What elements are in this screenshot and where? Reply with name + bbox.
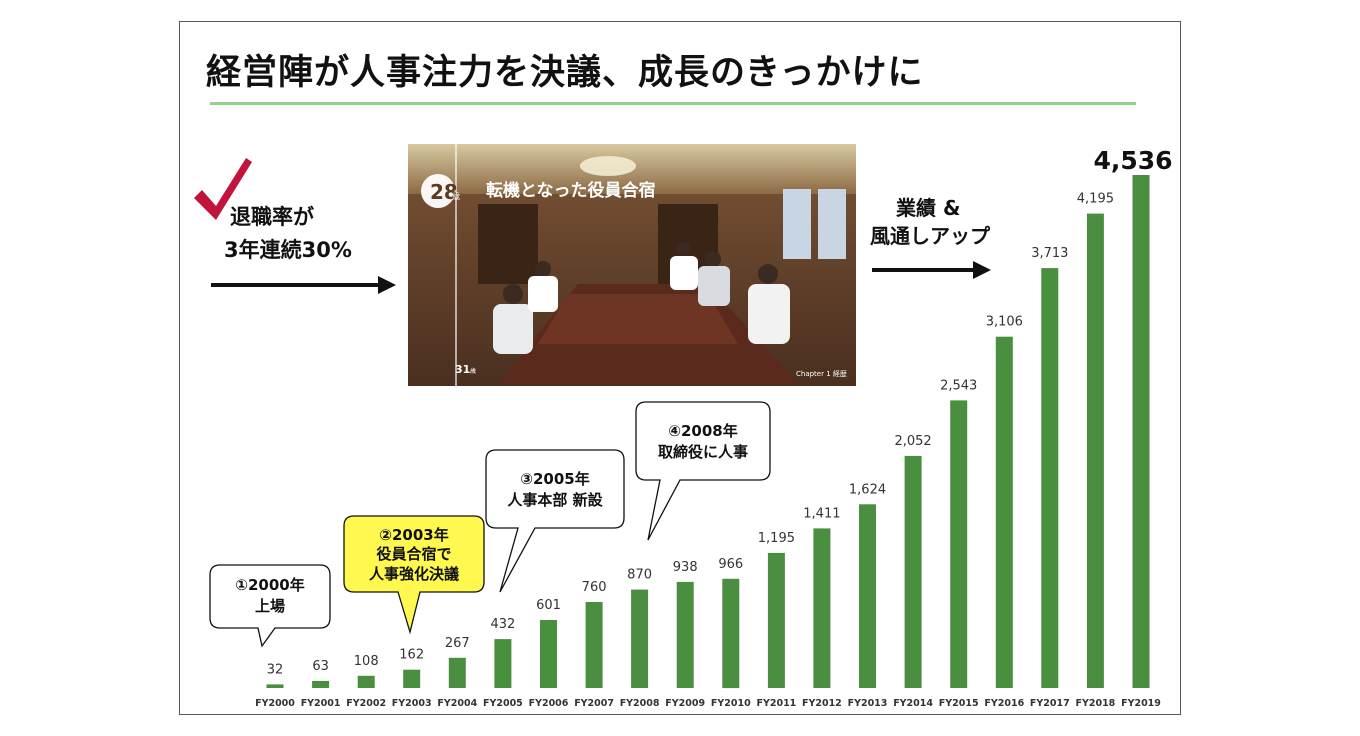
bar-FY2017	[1041, 268, 1059, 688]
callout-2003: ②2003年 役員合宿で 人事強化決議	[343, 515, 485, 635]
photo-badge-suffix: 歳	[452, 191, 460, 201]
bar-FY2006	[540, 620, 557, 688]
value-label-FY2005: 432	[490, 617, 515, 632]
tick-label-FY2007: FY2007	[574, 698, 614, 709]
callout-2000: ①2000年 上場	[209, 564, 331, 648]
tick-label-FY2015: FY2015	[939, 698, 979, 709]
left-note-line1: 退職率が	[230, 205, 314, 229]
callout-2000-line1: ①2000年	[235, 576, 304, 594]
tick-label-FY2001: FY2001	[301, 698, 341, 709]
callout-2003-line1: ②2003年	[379, 526, 448, 544]
bar-FY2002	[357, 675, 375, 688]
value-label-FY2002: 108	[354, 654, 379, 669]
value-label-FY2014: 2,052	[894, 434, 931, 449]
value-label-FY2004: 267	[445, 636, 470, 651]
bar-FY2012	[813, 528, 831, 688]
value-label-FY2007: 760	[582, 580, 607, 595]
callout-2008: ④2008年 取締役に人事	[635, 401, 771, 541]
tick-label-FY2013: FY2013	[848, 698, 888, 709]
left-note-line2: 3年連続30%	[224, 238, 352, 262]
photo-badge-number: 28	[430, 180, 458, 204]
bar-FY2016	[995, 336, 1013, 688]
bar-FY2013	[859, 504, 876, 688]
checkmark-icon	[194, 158, 252, 220]
value-label-FY2012: 1,411	[803, 506, 840, 521]
title-underline	[210, 102, 1136, 105]
value-label-FY2010: 966	[718, 557, 743, 572]
callout-2003-line2: 役員合宿で	[376, 545, 451, 563]
right-note-line2: 風通しアップ	[870, 224, 991, 248]
value-label-FY2001: 63	[312, 659, 329, 674]
photo-side-suffix: 歳	[470, 367, 476, 375]
tick-label-FY2005: FY2005	[483, 698, 523, 709]
bar-FY2019	[1132, 175, 1150, 688]
value-label-FY2016: 3,106	[986, 315, 1023, 330]
value-label-FY2011: 1,195	[758, 531, 795, 546]
callout-2000-line2: 上場	[255, 597, 285, 615]
slide-title: 経営陣が人事注力を決議、成長のきっかけに	[206, 53, 924, 93]
bar-FY2010	[722, 578, 740, 689]
tick-label-FY2000: FY2000	[255, 698, 295, 709]
tick-label-FY2017: FY2017	[1030, 698, 1070, 709]
value-label-FY2017: 3,713	[1031, 246, 1068, 261]
bar-FY2007	[585, 602, 603, 688]
value-label-FY2018: 4,195	[1077, 192, 1114, 207]
left-arrow-head-icon	[378, 276, 396, 294]
bar-FY2014	[904, 455, 922, 688]
bar-FY2003	[403, 669, 421, 688]
callout-2008-line1: ④2008年	[668, 422, 737, 440]
bar-FY2001	[312, 680, 330, 688]
value-label-FY2019: 4,536	[1093, 146, 1172, 175]
bar-FY2000	[266, 684, 284, 688]
tick-label-FY2011: FY2011	[756, 698, 796, 709]
tick-label-FY2010: FY2010	[711, 698, 751, 709]
callout-2003-line3: 人事強化決議	[369, 565, 459, 583]
meeting-photo: 28 歳 転機となった役員合宿 31 歳 Chapter 1 経歴	[408, 144, 856, 386]
tick-label-FY2019: FY2019	[1121, 698, 1161, 709]
callout-2005-line1: ③2005年	[520, 470, 589, 488]
value-label-FY2000: 32	[267, 662, 284, 677]
tick-label-FY2006: FY2006	[529, 698, 569, 709]
bar-FY2008	[631, 589, 649, 688]
bar-FY2015	[950, 400, 968, 688]
tick-label-FY2012: FY2012	[802, 698, 842, 709]
callout-2005-line2: 人事本部 新設	[507, 491, 603, 509]
value-label-FY2008: 870	[627, 568, 652, 583]
right-arrow-head-icon	[973, 261, 991, 279]
bar-FY2018	[1086, 213, 1104, 688]
tick-label-FY2009: FY2009	[665, 698, 705, 709]
value-label-FY2009: 938	[673, 560, 698, 575]
right-note-line1: 業績 &	[896, 196, 960, 220]
photo-side-number: 31	[455, 363, 470, 376]
photo-footer: Chapter 1 経歴	[796, 369, 847, 378]
tick-label-FY2008: FY2008	[620, 698, 660, 709]
tick-label-FY2003: FY2003	[392, 698, 432, 709]
bar-FY2009	[676, 581, 694, 688]
value-label-FY2003: 162	[399, 648, 424, 663]
value-label-FY2006: 601	[536, 598, 561, 613]
callout-2008-line2: 取締役に人事	[658, 443, 748, 461]
tick-label-FY2016: FY2016	[984, 698, 1024, 709]
tick-label-FY2002: FY2002	[346, 698, 386, 709]
tick-label-FY2018: FY2018	[1075, 698, 1115, 709]
tick-label-FY2004: FY2004	[437, 698, 477, 709]
bar-FY2004	[448, 657, 466, 688]
photo-caption: 転機となった役員合宿	[486, 180, 656, 201]
tick-label-FY2014: FY2014	[893, 698, 933, 709]
callout-2005: ③2005年 人事本部 新設	[485, 449, 625, 593]
value-label-FY2015: 2,543	[940, 378, 977, 393]
bar-FY2005	[494, 639, 512, 688]
bar-FY2011	[767, 552, 785, 688]
value-label-FY2013: 1,624	[849, 482, 886, 497]
